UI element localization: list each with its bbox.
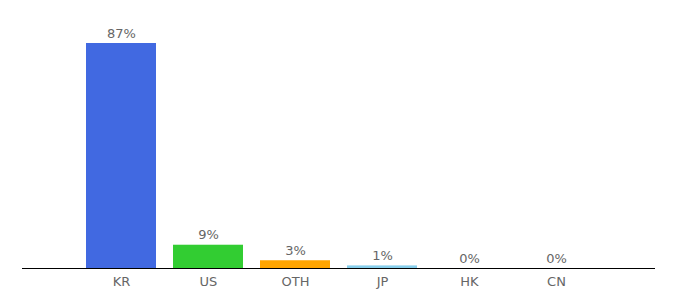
svg-text:9%: 9%	[198, 227, 219, 242]
svg-text:0%: 0%	[459, 251, 480, 266]
svg-text:CN: CN	[547, 274, 566, 289]
svg-text:KR: KR	[113, 274, 131, 289]
svg-text:OTH: OTH	[282, 274, 310, 289]
svg-text:87%: 87%	[107, 26, 136, 41]
svg-text:3%: 3%	[285, 243, 306, 258]
svg-text:0%: 0%	[546, 251, 567, 266]
svg-text:1%: 1%	[372, 248, 393, 263]
svg-text:US: US	[200, 274, 218, 289]
svg-text:JP: JP	[376, 274, 389, 289]
svg-text:HK: HK	[460, 274, 479, 289]
